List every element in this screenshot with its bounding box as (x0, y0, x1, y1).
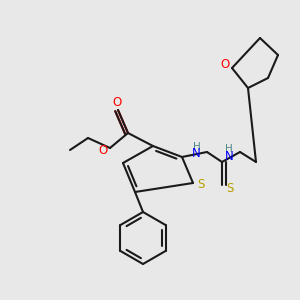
Text: O: O (112, 95, 122, 109)
Text: N: N (225, 149, 233, 163)
Text: O: O (98, 145, 108, 158)
Text: S: S (226, 182, 234, 194)
Text: O: O (220, 58, 230, 70)
Text: H: H (193, 142, 200, 152)
Text: S: S (197, 178, 205, 191)
Text: H: H (225, 144, 233, 154)
Text: N: N (192, 147, 201, 160)
